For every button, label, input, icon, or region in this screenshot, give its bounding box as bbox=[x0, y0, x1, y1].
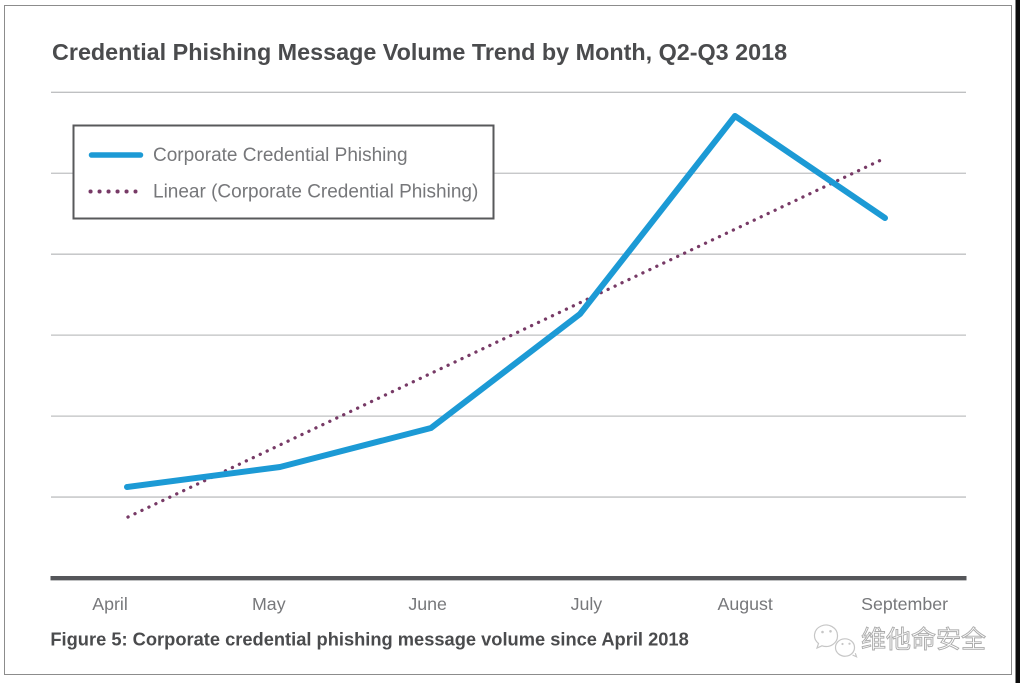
svg-text:June: June bbox=[408, 594, 447, 614]
svg-text:September: September bbox=[861, 594, 948, 614]
svg-text:April: April bbox=[92, 594, 128, 614]
svg-text:July: July bbox=[571, 594, 603, 614]
svg-text:August: August bbox=[718, 594, 773, 614]
svg-text:May: May bbox=[252, 594, 286, 614]
svg-text:Linear (Corporate Credential P: Linear (Corporate Credential Phishing) bbox=[153, 182, 478, 203]
svg-text:Corporate Credential Phishing: Corporate Credential Phishing bbox=[153, 145, 408, 166]
svg-text:Figure 5: Corporate credential: Figure 5: Corporate credential phishing … bbox=[50, 629, 688, 650]
svg-text:Credential Phishing Message Vo: Credential Phishing Message Volume Trend… bbox=[52, 39, 787, 65]
